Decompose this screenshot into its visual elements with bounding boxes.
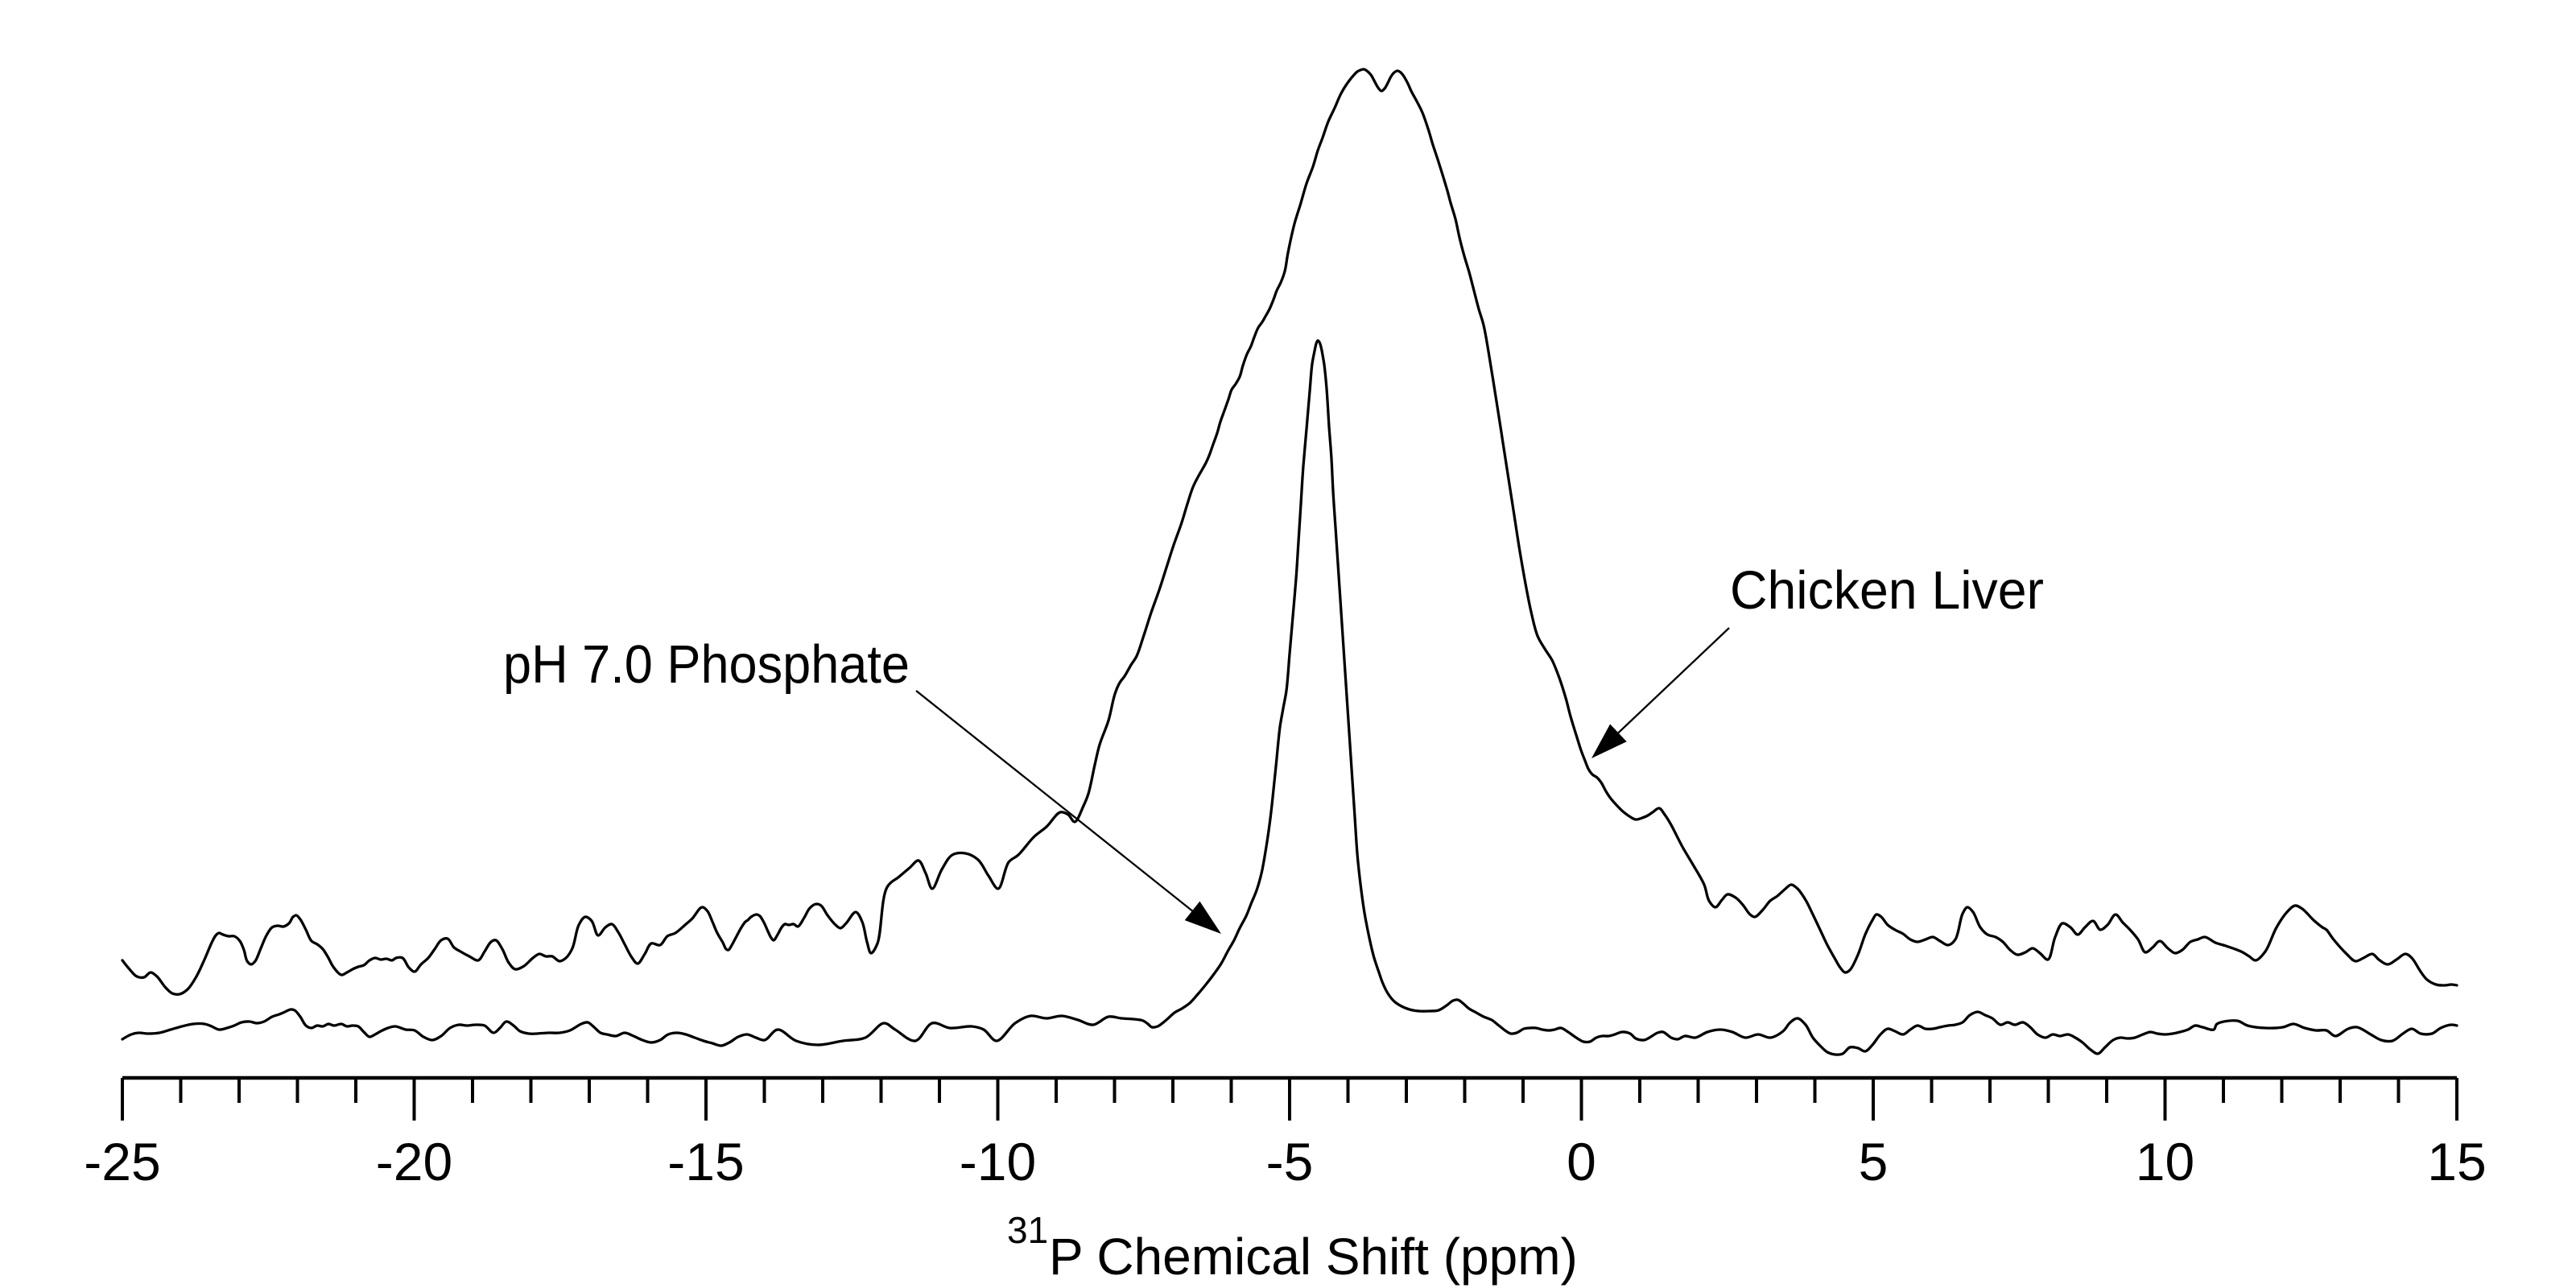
svg-text:Chicken Liver: Chicken Liver <box>1730 560 2044 621</box>
svg-text:pH 7.0 Phosphate: pH 7.0 Phosphate <box>503 634 910 695</box>
svg-text:15: 15 <box>2427 1132 2486 1191</box>
svg-text:-5: -5 <box>1266 1132 1314 1191</box>
svg-text:5: 5 <box>1859 1132 1889 1191</box>
svg-text:31: 31 <box>1007 1209 1048 1251</box>
svg-text:-25: -25 <box>84 1132 160 1191</box>
svg-text:10: 10 <box>2136 1132 2194 1191</box>
svg-text:0: 0 <box>1567 1132 1596 1191</box>
svg-text:-15: -15 <box>667 1132 744 1191</box>
svg-text:-10: -10 <box>960 1132 1036 1191</box>
svg-text:-20: -20 <box>376 1132 452 1191</box>
svg-text:P Chemical Shift (ppm): P Chemical Shift (ppm) <box>1049 1228 1578 1286</box>
